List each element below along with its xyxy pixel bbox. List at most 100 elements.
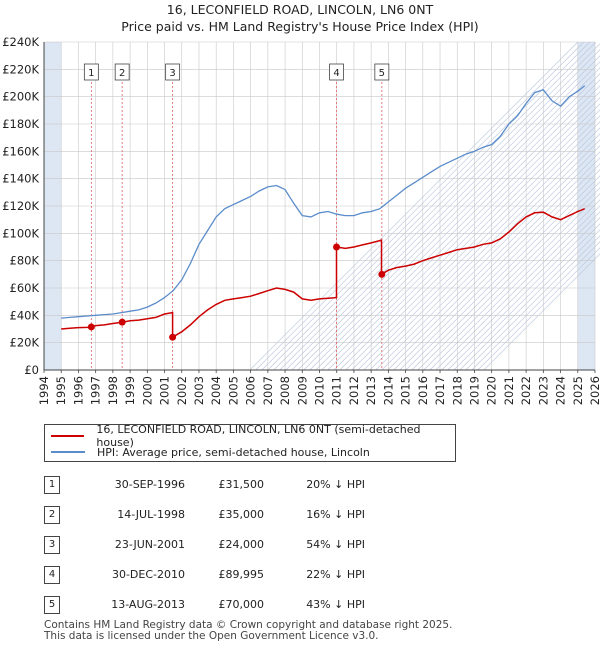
x-tick-label: 1999 [123,376,137,405]
sale-hpi-diff: 22% ↓ HPI [306,568,365,581]
x-tick-label: 2014 [381,376,395,405]
sale-date: 23-JUN-2001 [114,538,185,551]
legend-label-hpi: HPI: Average price, semi-detached house,… [97,445,370,459]
legend-swatch-hpi [51,451,85,453]
sale-marker-box [114,63,130,81]
x-tick-label: 2012 [347,376,361,405]
sale-point [87,323,95,331]
sale-point [118,318,126,326]
y-tick-label: £160K [2,144,39,158]
sale-date: 30-SEP-1996 [114,478,185,491]
sale-price: £31,500 [218,478,265,491]
y-tick-label: £100K [2,226,39,240]
x-tick-label: 2000 [140,376,154,405]
x-tick-label: 2010 [313,376,327,405]
sale-hpi-diff: 43% ↓ HPI [306,598,365,611]
x-tick-label: 2011 [330,376,344,405]
sale-row: 5 13-AUG-2013 £70,000 43% ↓ HPI [0,596,600,616]
legend-item-property: 16, LECONFIELD ROAD, LINCOLN, LN6 0NT (s… [51,423,455,449]
attribution-line: This data is licensed under the Open Gov… [44,630,379,642]
x-tick-label: 2016 [416,376,430,405]
y-tick-label: £220K [2,62,39,76]
x-tick-label: 2008 [278,376,292,405]
x-tick-label: 2006 [244,376,258,405]
x-tick-label: 1997 [89,376,103,405]
sale-marker-label: 5 [379,68,385,79]
sale-number-badge: 3 [44,536,60,554]
sale-marker-box [83,63,99,81]
sale-marker-box [374,63,390,81]
y-tick-label: £20K [10,336,40,350]
x-tick-label: 2021 [502,376,516,405]
y-tick-label: £240K [2,35,39,49]
sale-row: 2 14-JUL-1998 £35,000 16% ↓ HPI [0,506,600,526]
sale-row: 1 30-SEP-1996 £31,500 20% ↓ HPI [0,476,600,496]
sale-number-badge: 2 [44,506,60,524]
x-tick-label: 2026 [588,376,600,405]
sale-price: £24,000 [218,538,265,551]
x-tick-label: 2013 [364,376,378,405]
x-tick-label: 2017 [433,376,447,405]
y-tick-label: £180K [2,117,39,131]
y-tick-label: £120K [2,199,39,213]
y-tick-label: £0 [24,363,39,377]
sale-marker-box [165,63,181,81]
x-tick-label: 2019 [467,376,481,405]
x-tick-label: 2018 [450,376,464,405]
sale-row: 3 23-JUN-2001 £24,000 54% ↓ HPI [0,536,600,556]
sale-marker-label: 2 [119,68,125,79]
sale-marker-label: 3 [169,68,175,79]
sale-date: 14-JUL-1998 [117,508,185,521]
sale-point [378,270,386,278]
x-tick-label: 2002 [175,376,189,405]
sale-marker-box [329,63,344,81]
y-tick-label: £80K [10,254,40,268]
y-tick-label: £140K [2,172,39,186]
sale-hpi-diff: 54% ↓ HPI [306,538,365,551]
x-tick-label: 2007 [261,376,275,405]
x-tick-label: 1998 [106,376,120,405]
legend-item-hpi: HPI: Average price, semi-detached house,… [51,444,370,460]
sale-number-badge: 4 [44,566,60,584]
sale-date: 13-AUG-2013 [111,598,185,611]
x-tick-label: 2023 [536,376,550,405]
sale-point [333,243,341,251]
sale-price: £89,995 [218,568,265,581]
chart-subtitle: Price paid vs. HM Land Registry's House … [121,19,478,34]
x-tick-label: 2001 [158,376,172,405]
attribution: Contains HM Land Registry data © Crown c… [44,620,452,642]
x-tick-label: 2009 [295,376,309,405]
y-tick-label: £200K [2,90,39,104]
sale-row: 4 30-DEC-2010 £89,995 22% ↓ HPI [0,566,600,586]
chart-title: 16, LECONFIELD ROAD, LINCOLN, LN6 0NT [167,2,434,17]
sale-date: 30-DEC-2010 [111,568,185,581]
x-tick-label: 2005 [226,376,240,405]
sale-marker-label: 4 [333,68,339,79]
sale-point [169,333,177,341]
y-tick-label: £60K [10,281,40,295]
sale-hpi-diff: 16% ↓ HPI [306,508,365,521]
x-tick-label: 2025 [571,376,585,405]
x-tick-label: 1996 [71,376,85,405]
sale-number-badge: 1 [44,476,60,494]
sale-price: £70,000 [218,598,265,611]
x-tick-label: 2020 [485,376,499,405]
x-tick-label: 2015 [399,376,413,405]
series-line-hpi [61,85,586,319]
price-chart: 16, LECONFIELD ROAD, LINCOLN, LN6 0NT Pr… [2,2,600,405]
x-tick-label: 2022 [519,376,533,405]
sale-marker-label: 1 [88,68,94,79]
y-tick-label: £40K [10,308,40,322]
chart-legend: 16, LECONFIELD ROAD, LINCOLN, LN6 0NT (s… [44,423,456,462]
attribution-line: Contains HM Land Registry data © Crown c… [44,619,453,631]
sale-price: £35,000 [218,508,265,521]
legend-swatch-property [51,435,85,437]
x-tick-label: 1995 [54,376,68,405]
sale-number-badge: 5 [44,596,60,614]
series-line-property [61,208,585,339]
x-tick-label: 2024 [554,376,568,405]
legend-label-property: 16, LECONFIELD ROAD, LINCOLN, LN6 0NT (s… [96,423,421,449]
x-tick-label: 2004 [209,376,223,405]
sale-hpi-diff: 20% ↓ HPI [306,478,365,491]
x-tick-label: 1994 [37,376,51,405]
